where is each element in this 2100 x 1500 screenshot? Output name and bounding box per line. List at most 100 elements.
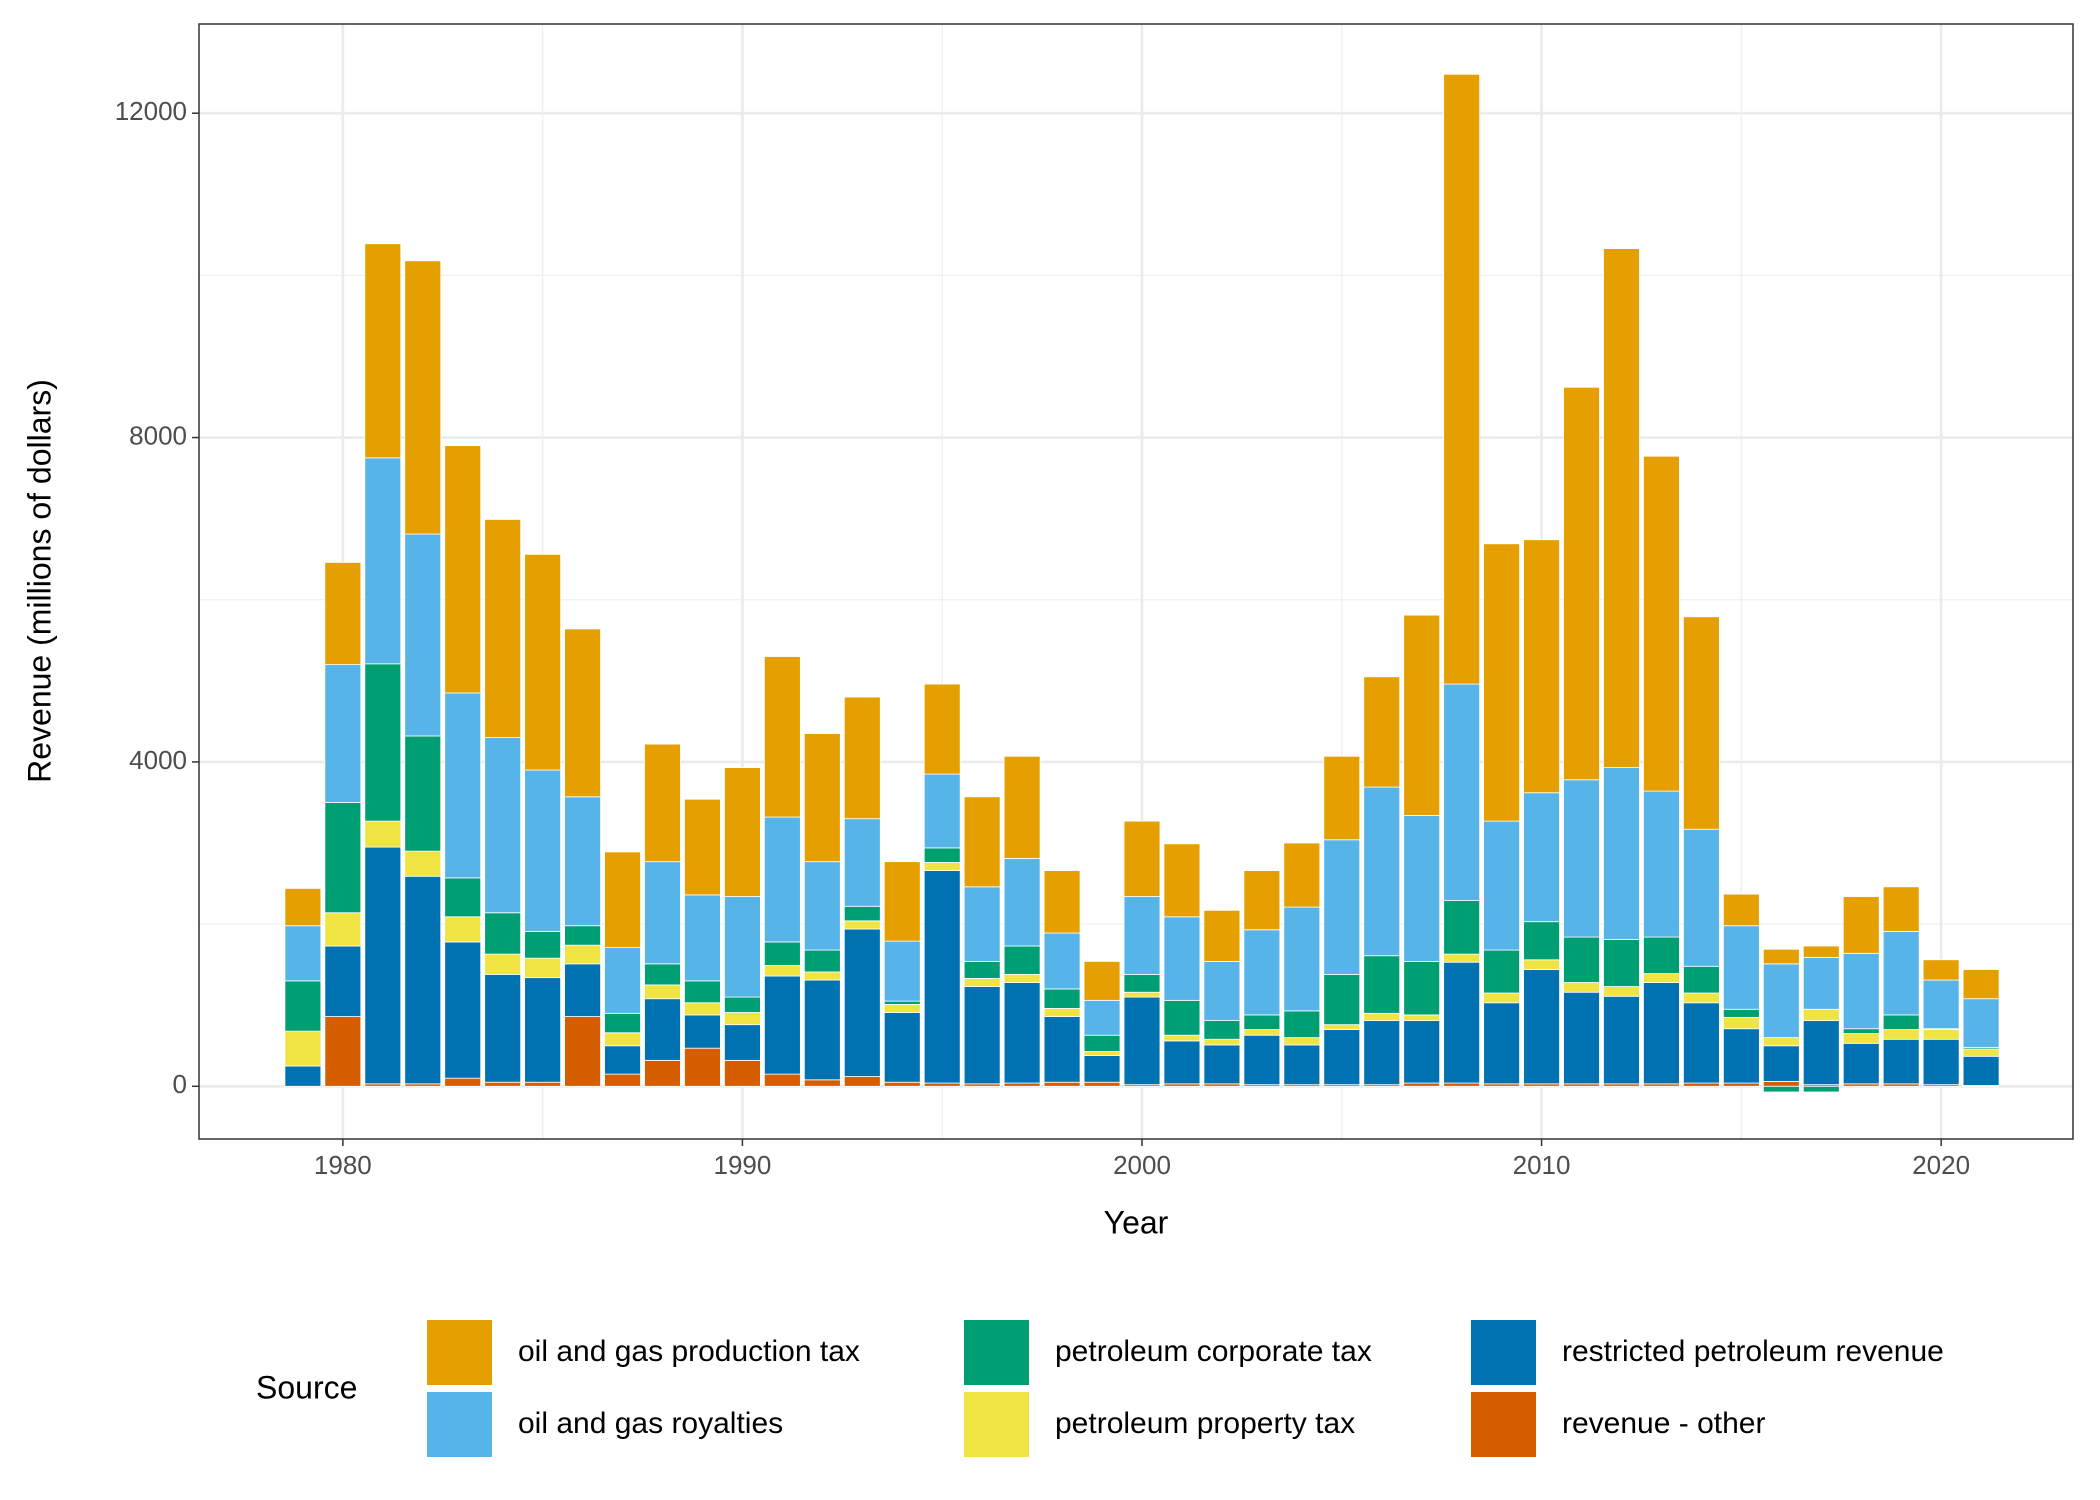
bar-segment	[803, 979, 841, 1081]
bar-segment	[1323, 973, 1361, 1026]
y-tick-label: 8000	[129, 420, 187, 450]
bar-segment	[524, 931, 562, 959]
bar-segment	[1163, 999, 1201, 1036]
bar-segment	[324, 664, 362, 803]
y-tick-label: 4000	[129, 745, 187, 775]
bar-segment	[1123, 820, 1161, 897]
bar-segment	[364, 243, 402, 459]
legend-key	[964, 1320, 1029, 1385]
bar-segment	[843, 920, 881, 930]
bar-segment	[1363, 955, 1401, 1014]
bar-segment	[1563, 386, 1600, 781]
bar-segment	[1962, 1048, 2000, 1057]
bar-segment	[1523, 969, 1560, 1085]
legend-label: oil and gas production tax	[518, 1335, 860, 1368]
bar-segment	[883, 1012, 921, 1083]
bar-segment	[724, 1012, 761, 1026]
bar-segment	[1762, 963, 1800, 1039]
bar-segment	[604, 1073, 641, 1087]
legend-label: oil and gas royalties	[518, 1407, 783, 1440]
bar-segment	[1163, 916, 1201, 1001]
bar-segment	[963, 961, 1001, 979]
bar-segment	[1523, 792, 1560, 923]
bar-segment	[1043, 1081, 1081, 1087]
bar-segment	[1962, 998, 2000, 1048]
bar-segment	[1443, 900, 1481, 955]
bar-segment	[564, 796, 601, 927]
bar-segment	[364, 846, 402, 1085]
bar-segment	[724, 1024, 761, 1061]
bar-segment	[843, 696, 881, 820]
bar-segment	[843, 1076, 881, 1087]
bar-segment	[604, 1045, 641, 1075]
bar-segment	[1043, 932, 1081, 990]
bar-segment	[1083, 999, 1121, 1036]
bar-segment	[1722, 925, 1760, 1010]
bar-segment	[1842, 896, 1880, 954]
bar-segment	[644, 1059, 681, 1087]
bar-segment	[524, 957, 562, 979]
bar-segment	[1283, 1037, 1321, 1046]
bar-segment	[763, 1073, 801, 1087]
bar-segment	[1323, 839, 1361, 975]
bar-segment	[604, 851, 641, 949]
bar-segment	[1683, 965, 1720, 994]
bar-segment	[803, 1079, 841, 1087]
bar-segment	[404, 260, 442, 535]
bar-segment	[763, 975, 801, 1075]
bar-segment	[724, 896, 761, 998]
bar-segment	[1762, 1081, 1800, 1087]
bar-segment	[364, 457, 402, 665]
bar-segment	[963, 886, 1001, 962]
bar-segment	[1243, 870, 1281, 931]
bar-segment	[1163, 1040, 1201, 1085]
bar-segment	[1403, 815, 1441, 962]
bar-segment	[1403, 961, 1441, 1016]
bar-segment	[404, 850, 442, 877]
bar-segment	[1523, 959, 1560, 970]
bar-segment	[1762, 1045, 1800, 1082]
bar-segment	[644, 998, 681, 1061]
bar-segment	[1483, 1002, 1520, 1085]
bar-segment	[843, 928, 881, 1077]
bar-segment	[803, 971, 841, 981]
bar-segment	[763, 941, 801, 966]
bar-segment	[1603, 986, 1640, 997]
bar-segment	[644, 984, 681, 1000]
bar-segment	[1243, 929, 1281, 1016]
bar-segment	[324, 945, 362, 1017]
bar-segment	[1363, 1012, 1401, 1022]
bar-segment	[1722, 893, 1760, 927]
bar-segment	[1323, 1029, 1361, 1086]
bar-segment	[1603, 939, 1640, 987]
bar-segment	[564, 944, 601, 965]
bar-segment	[1323, 1024, 1361, 1030]
bar-segment	[1083, 1051, 1121, 1056]
bar-segment	[843, 818, 881, 907]
bar-segment	[604, 1032, 641, 1047]
bar-segment	[324, 562, 362, 666]
legend-key	[1471, 1320, 1536, 1385]
x-tick-label: 2020	[1912, 1150, 1970, 1180]
bar-segment	[923, 862, 961, 871]
bar-segment	[684, 1014, 721, 1049]
bar-segment	[684, 894, 721, 982]
bar-segment	[1283, 1010, 1321, 1039]
bar-segment	[1802, 956, 1840, 1010]
bar-segment	[1203, 1044, 1241, 1085]
bar-segment	[1643, 455, 1680, 792]
bar-segment	[1882, 931, 1920, 1016]
bar-segment	[1643, 973, 1680, 983]
bar-segment	[684, 980, 721, 1004]
bar-segment	[684, 1002, 721, 1016]
bar-segment	[1882, 1038, 1920, 1085]
bar-segment	[1722, 1008, 1760, 1018]
bar-segment	[1203, 909, 1241, 962]
bar-segment	[1842, 1028, 1880, 1034]
bar-segment	[1762, 948, 1800, 965]
bar-segment	[444, 877, 482, 918]
bar-segment	[1563, 779, 1600, 938]
bar-segment	[843, 905, 881, 922]
bar-segment	[1563, 982, 1600, 993]
x-tick-label: 1990	[713, 1150, 771, 1180]
